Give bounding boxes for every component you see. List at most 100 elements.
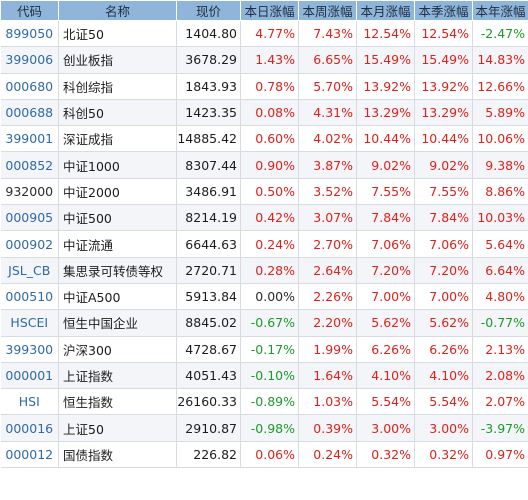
- quarter-change-cell: 7.06%: [414, 230, 473, 258]
- code-link[interactable]: HSI: [18, 394, 40, 410]
- week-change-cell: 3.87%: [298, 151, 357, 179]
- table-row[interactable]: 932000 中证2000 3486.91 0.50% 3.52% 7.55% 7.55% 8…: [0, 178, 528, 206]
- table-row[interactable]: 000001 上证指数 4051.43 -0.10% 1.64% 4.10% 4.10% 2.…: [0, 362, 528, 390]
- code-cell: 399001: [0, 125, 59, 153]
- day-change-cell: 0.90%: [240, 151, 299, 179]
- quarter-change-cell: 13.29%: [414, 99, 473, 127]
- name-cell: 恒生指数: [58, 388, 177, 416]
- code-cell: 000680: [0, 73, 59, 100]
- code-cell: 000001: [0, 362, 59, 390]
- table-row[interactable]: 899050 北证50 1404.80 4.77% 7.43% 12.54% 12.54% -…: [0, 20, 528, 48]
- quarter-change-cell: 7.00%: [414, 283, 473, 311]
- code-cell: 399006: [0, 46, 59, 74]
- quarter-change-cell: 9.02%: [414, 151, 473, 179]
- code-link[interactable]: 000905: [5, 210, 54, 226]
- name-cell: 北证50: [58, 20, 177, 48]
- name-cell: 上证50: [58, 414, 177, 442]
- quarter-change-cell: 10.44%: [414, 125, 473, 153]
- day-change-cell: -0.67%: [240, 309, 299, 337]
- quarter-change-cell: 5.62%: [414, 309, 473, 337]
- header-name[interactable]: 名称: [58, 0, 177, 21]
- day-change-cell: 0.00%: [240, 283, 299, 311]
- header-price[interactable]: 现价: [176, 0, 241, 21]
- code-link[interactable]: HSCEI: [10, 315, 49, 331]
- name-cell: 上证指数: [58, 362, 177, 390]
- table-row[interactable]: 000680 科创综指 1843.93 0.78% 5.70% 13.92% 13.92% 1…: [0, 73, 528, 100]
- quarter-change-cell: 7.84%: [414, 204, 473, 232]
- code-link[interactable]: 000012: [5, 446, 54, 462]
- table-row[interactable]: 000510 中证A500 5913.84 0.00% 2.26% 7.00% 7.00% 4…: [0, 283, 528, 311]
- code-link[interactable]: JSL_CB: [8, 262, 51, 278]
- year-change-cell: 2.08%: [472, 362, 528, 390]
- table-row[interactable]: 000016 上证50 2910.87 -0.98% 0.39% 3.00% 3.00% -3…: [0, 414, 528, 442]
- header-year-change[interactable]: 本年涨幅: [472, 0, 528, 21]
- code-link[interactable]: 399300: [5, 341, 54, 357]
- name-cell: 中证1000: [58, 151, 177, 179]
- week-change-cell: 4.02%: [298, 125, 357, 153]
- name-cell: 国债指数: [58, 441, 177, 469]
- table-row[interactable]: 000012 国债指数 226.82 0.06% 0.24% 0.32% 0.32% 0.97…: [0, 441, 528, 469]
- code-link[interactable]: 399006: [5, 52, 54, 68]
- month-change-cell: 7.55%: [356, 178, 415, 206]
- code-link[interactable]: 000016: [5, 420, 54, 436]
- header-month-change[interactable]: 本月涨幅: [356, 0, 415, 21]
- code-link[interactable]: 000688: [5, 105, 54, 121]
- code-link[interactable]: 000510: [5, 289, 54, 305]
- day-change-cell: 0.06%: [240, 441, 299, 469]
- name-cell: 中证2000: [58, 178, 177, 206]
- week-change-cell: 5.70%: [298, 73, 357, 100]
- table-row[interactable]: 000902 中证流通 6644.63 0.24% 2.70% 7.06% 7.06% 5.6…: [0, 230, 528, 258]
- month-change-cell: 3.00%: [356, 414, 415, 442]
- year-change-cell: 10.06%: [472, 125, 528, 153]
- quarter-change-cell: 13.92%: [414, 73, 473, 100]
- header-week-change[interactable]: 本周涨幅: [298, 0, 357, 21]
- name-cell: 科创50: [58, 99, 177, 127]
- year-change-cell: 5.89%: [472, 99, 528, 127]
- table-row[interactable]: 000905 中证500 8214.19 0.42% 3.07% 7.84% 7.84% 10…: [0, 204, 528, 232]
- header-code[interactable]: 代码: [0, 0, 59, 21]
- code-link[interactable]: 000852: [5, 157, 54, 173]
- day-change-cell: -0.17%: [240, 336, 299, 363]
- table-row[interactable]: HSCEI 恒生中国企业 8845.02 -0.67% 2.20% 5.62% 5.62% -…: [0, 309, 528, 337]
- code-link: 932000: [5, 183, 54, 199]
- table-row[interactable]: 399300 沪深300 4728.67 -0.17% 1.99% 6.26% 6.26% 2…: [0, 336, 528, 363]
- header-day-change[interactable]: 本日涨幅: [240, 0, 299, 21]
- code-cell: 000016: [0, 414, 59, 442]
- month-change-cell: 13.29%: [356, 99, 415, 127]
- table-row[interactable]: 000688 科创50 1423.35 0.08% 4.31% 13.29% 13.29% 5…: [0, 99, 528, 127]
- month-change-cell: 5.62%: [356, 309, 415, 337]
- week-change-cell: 1.99%: [298, 336, 357, 363]
- code-link[interactable]: 899050: [5, 26, 54, 42]
- week-change-cell: 0.39%: [298, 414, 357, 442]
- week-change-cell: 2.26%: [298, 283, 357, 311]
- month-change-cell: 13.92%: [356, 73, 415, 100]
- price-cell: 2910.87: [176, 414, 241, 442]
- code-link[interactable]: 000001: [5, 368, 54, 383]
- week-change-cell: 2.64%: [298, 257, 357, 284]
- code-link[interactable]: 399001: [5, 131, 54, 147]
- code-link[interactable]: 000680: [5, 78, 54, 94]
- price-cell: 8845.02: [176, 309, 241, 337]
- day-change-cell: 0.28%: [240, 257, 299, 284]
- year-change-cell: 8.86%: [472, 178, 528, 206]
- quarter-change-cell: 5.54%: [414, 388, 473, 416]
- day-change-cell: 0.50%: [240, 178, 299, 206]
- price-cell: 14885.42: [176, 125, 241, 153]
- name-cell: 中证流通: [58, 230, 177, 258]
- code-link[interactable]: 000902: [5, 236, 54, 252]
- month-change-cell: 7.84%: [356, 204, 415, 232]
- week-change-cell: 7.43%: [298, 20, 357, 48]
- code-cell: 000688: [0, 99, 59, 127]
- week-change-cell: 2.70%: [298, 230, 357, 258]
- table-row[interactable]: 000852 中证1000 8307.44 0.90% 3.87% 9.02% 9.02% 9…: [0, 151, 528, 179]
- price-cell: 1423.35: [176, 99, 241, 127]
- name-cell: 沪深300: [58, 336, 177, 363]
- table-row[interactable]: 399006 创业板指 3678.29 1.43% 6.65% 15.49% 15.49% 1…: [0, 46, 528, 74]
- quarter-change-cell: 7.20%: [414, 257, 473, 284]
- table-row[interactable]: HSI 恒生指数 26160.33 -0.89% 1.03% 5.54% 5.54% 2.07…: [0, 388, 528, 416]
- code-cell: HSI: [0, 388, 59, 416]
- header-quarter-change[interactable]: 本季涨幅: [414, 0, 473, 21]
- table-row[interactable]: 399001 深证成指 14885.42 0.60% 4.02% 10.44% 10.44%…: [0, 125, 528, 153]
- table-row[interactable]: JSL_CB 集思录可转债等权 2720.71 0.28% 2.64% 7.20% 7.20…: [0, 257, 528, 284]
- day-change-cell: -0.10%: [240, 362, 299, 390]
